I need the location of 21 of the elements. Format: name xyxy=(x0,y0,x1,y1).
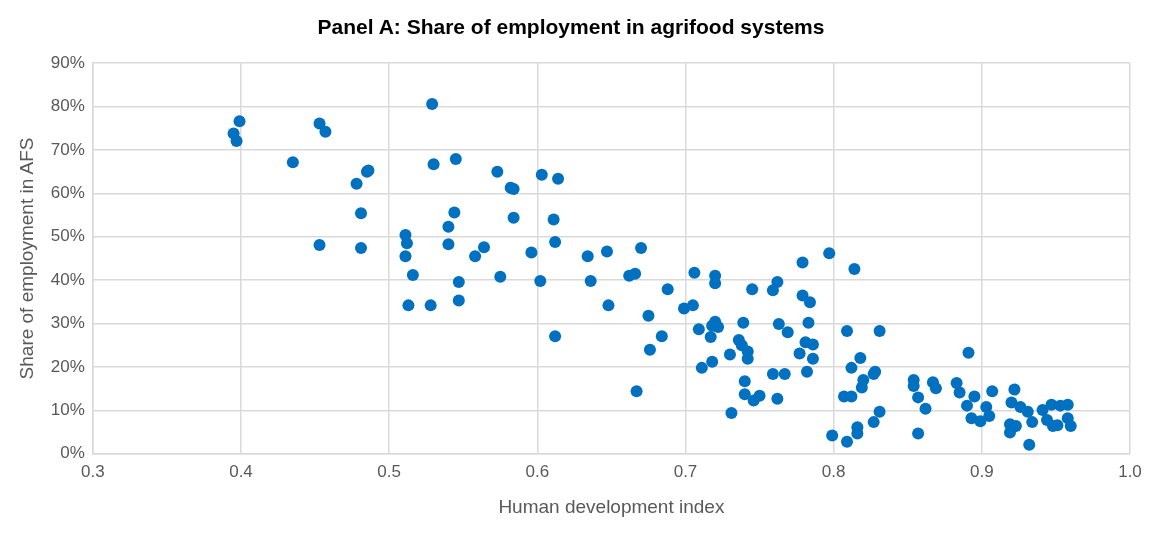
y-tick-label: 10% xyxy=(50,400,85,420)
x-tick-label: 0.7 xyxy=(673,461,698,481)
x-tick-label: 0.3 xyxy=(81,461,105,481)
y-tick-label: 20% xyxy=(50,356,85,376)
y-tick-label: 50% xyxy=(50,226,85,246)
y-axis-title: Share of employment in AFS xyxy=(15,137,37,380)
x-axis-title: Human development index xyxy=(498,495,725,517)
y-tick-label: 80% xyxy=(50,96,85,116)
x-tick-label: 0.8 xyxy=(821,461,846,481)
y-tick-label: 30% xyxy=(50,313,85,333)
x-tick-label: 0.4 xyxy=(229,461,253,481)
y-tick-label: 0% xyxy=(60,443,85,463)
y-tick-label: 60% xyxy=(50,183,85,203)
chart-title: Panel A: Share of employment in agrifood systems xyxy=(317,15,825,39)
y-tick-label: 90% xyxy=(50,52,85,72)
x-tick-label: 0.5 xyxy=(377,461,401,481)
y-tick-label: 40% xyxy=(50,269,85,289)
x-tick-label: 0.6 xyxy=(525,461,550,481)
y-tick-label: 70% xyxy=(50,139,85,159)
x-tick-label: 1.0 xyxy=(1118,461,1142,481)
x-tick-label: 0.9 xyxy=(970,461,994,481)
